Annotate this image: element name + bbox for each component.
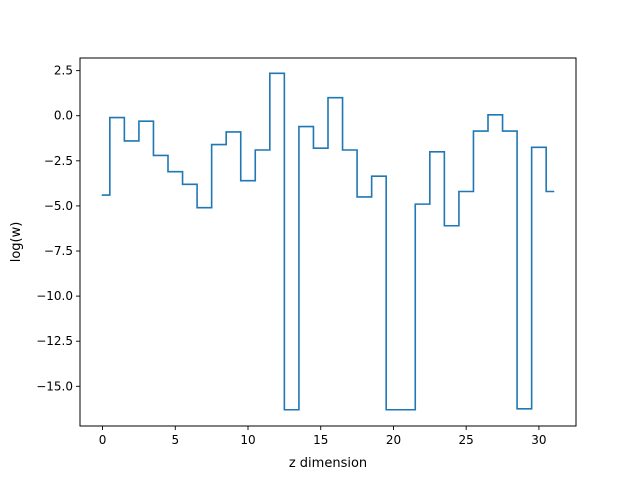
y-tick-label: 2.5 [54, 64, 73, 78]
y-tick-label: −7.5 [44, 244, 73, 258]
y-tick-label: −15.0 [36, 379, 73, 393]
x-tick-label: 5 [171, 433, 179, 447]
x-tick-label: 20 [386, 433, 401, 447]
y-axis-label: log(w) [9, 222, 24, 263]
x-axis-label: z dimension [289, 456, 367, 471]
plot-frame [79, 57, 577, 427]
series-step-line [101, 72, 555, 411]
x-axis-ticks: 0 5 10 15 20 25 30 [99, 426, 547, 447]
x-tick-label: 15 [313, 433, 328, 447]
x-tick-label: 0 [99, 433, 107, 447]
y-tick-label: −2.5 [44, 154, 73, 168]
x-tick-label: 10 [240, 433, 255, 447]
y-tick-label: −5.0 [44, 199, 73, 213]
x-tick-label: 30 [531, 433, 546, 447]
y-tick-label: 0.0 [54, 109, 73, 123]
y-tick-label: −12.5 [36, 334, 73, 348]
y-tick-label: −10.0 [36, 289, 73, 303]
y-axis-ticks: 2.5 0.0 −2.5 −5.0 −7.5 −10.0 −12.5 −15.0 [36, 64, 80, 393]
x-tick-label: 25 [459, 433, 474, 447]
